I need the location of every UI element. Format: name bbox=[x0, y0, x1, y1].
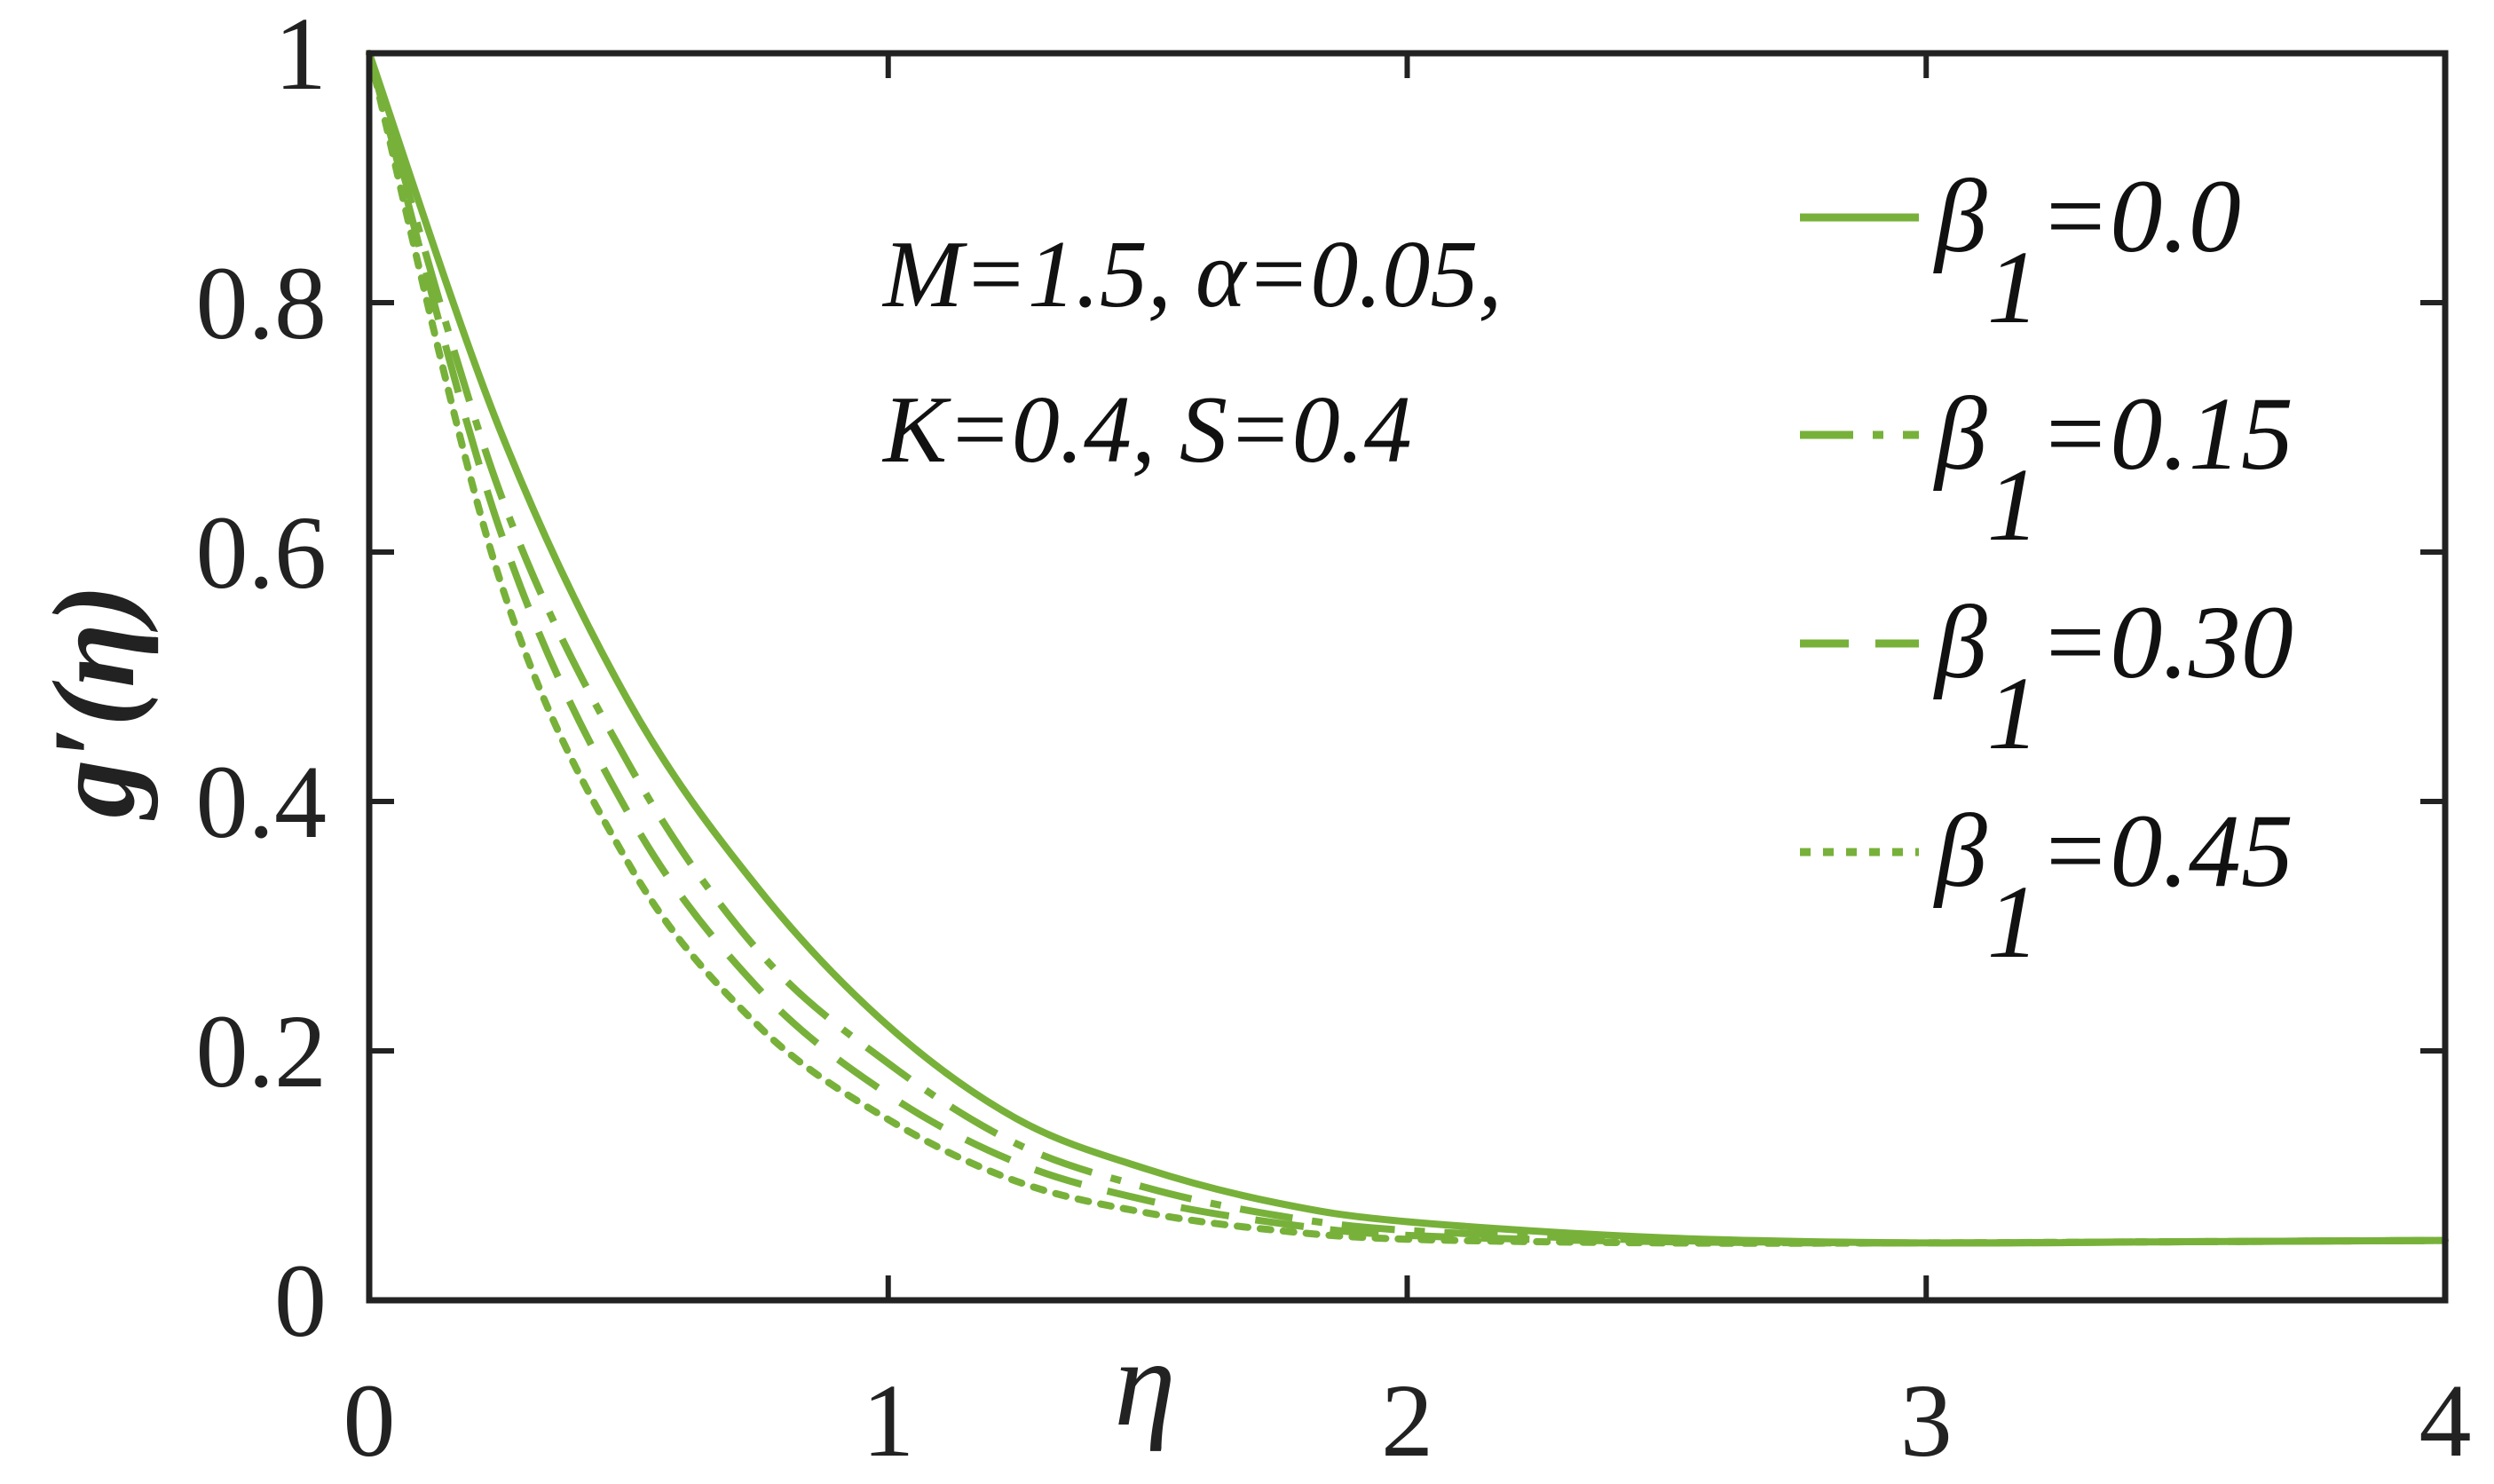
x-tick-label: 0 bbox=[343, 1362, 396, 1479]
legend-value: =0.15 bbox=[2040, 375, 2293, 492]
legend-symbol: β bbox=[1933, 158, 1987, 274]
series-lines bbox=[366, 50, 2449, 1247]
legend-label-3: β1=0.30 bbox=[1933, 584, 2293, 771]
series-line-4 bbox=[366, 50, 2449, 1247]
annotation-parameters-line-1: M=1.5, α=0.05, bbox=[881, 222, 1502, 328]
legend-value: =0.45 bbox=[2040, 793, 2293, 909]
legend-symbol: β bbox=[1933, 584, 1987, 700]
legend-label-1: β1=0.0 bbox=[1933, 158, 2241, 345]
legend-subscript: 1 bbox=[1987, 446, 2040, 563]
x-tick-label: 2 bbox=[1381, 1362, 1433, 1479]
legend-value: =0.0 bbox=[2040, 158, 2241, 274]
series-line-2 bbox=[366, 51, 2446, 1247]
legend-symbol: β bbox=[1933, 375, 1987, 492]
legend-symbol: β bbox=[1933, 793, 1987, 909]
y-tick-label: 0.6 bbox=[196, 494, 328, 611]
tick-labels: 0 1 2 3 4 0 0.2 0.4 0.6 0.8 1 bbox=[196, 0, 2472, 1479]
legend-label-2: β1=0.15 bbox=[1933, 375, 2293, 563]
y-tick-label: 0.4 bbox=[196, 744, 328, 860]
legend-label-4: β1=0.45 bbox=[1933, 793, 2293, 980]
y-tick-label: 0 bbox=[274, 1243, 327, 1359]
y-tick-label: 0.2 bbox=[196, 993, 328, 1109]
annotation-parameters-line-2: K=0.4, S=0.4 bbox=[881, 377, 1412, 483]
y-tick-label: 0.8 bbox=[196, 245, 328, 361]
legend-subscript: 1 bbox=[1987, 864, 2040, 980]
y-axis-label: g′(η) bbox=[28, 584, 159, 820]
y-tick-label: 1 bbox=[274, 0, 327, 112]
axis-ticks bbox=[367, 51, 2448, 1303]
x-tick-label: 1 bbox=[862, 1362, 914, 1479]
legend-subscript: 1 bbox=[1987, 655, 2040, 771]
legend-value: =0.30 bbox=[2040, 584, 2293, 700]
x-tick-label: 3 bbox=[1900, 1362, 1953, 1479]
x-axis-label: η bbox=[1114, 1314, 1175, 1452]
x-tick-label: 4 bbox=[2419, 1362, 2472, 1479]
legend-subscript: 1 bbox=[1987, 229, 2040, 345]
